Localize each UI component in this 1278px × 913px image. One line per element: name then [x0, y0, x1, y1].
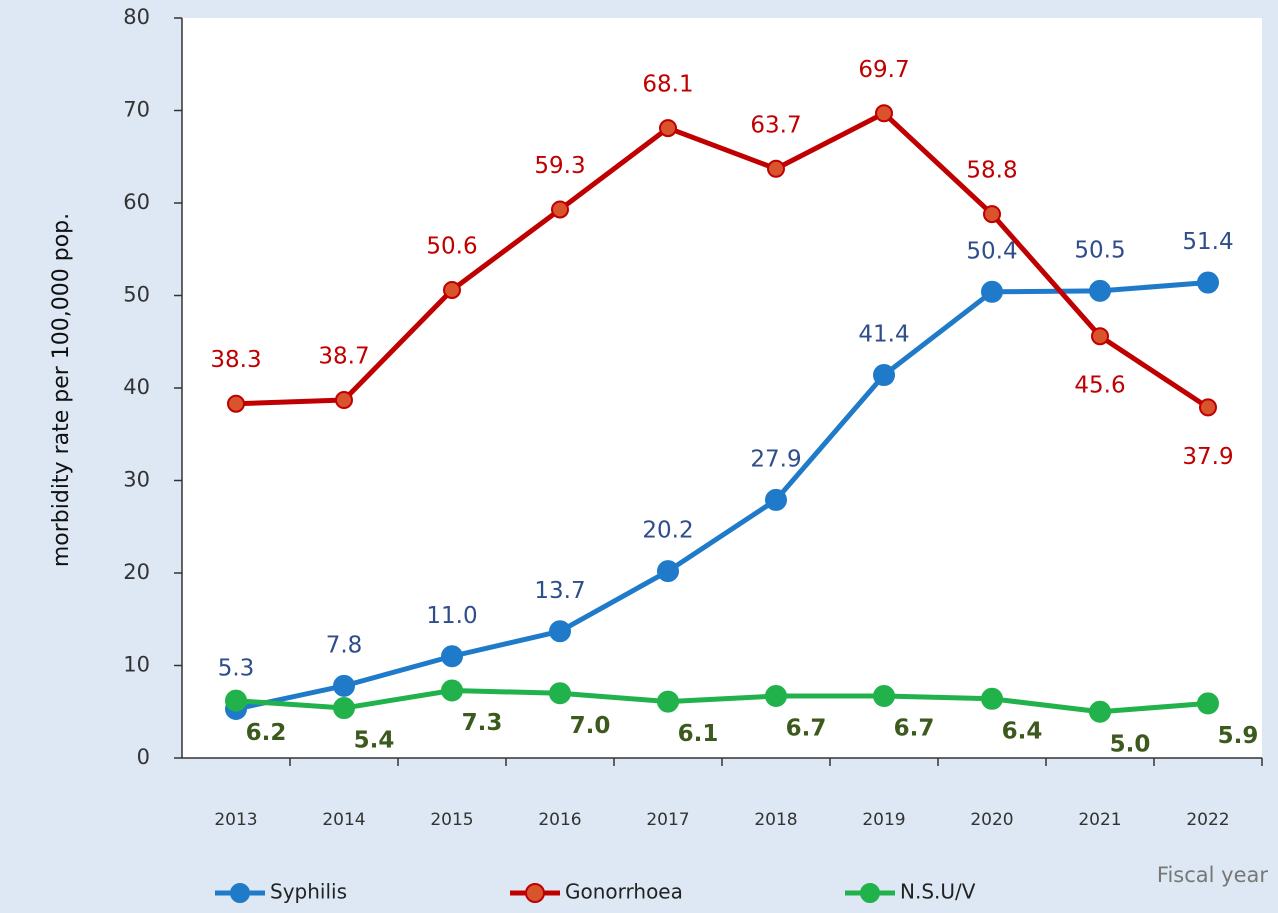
x-tick-label: 2018 — [754, 810, 797, 830]
data-label: 68.1 — [642, 72, 693, 98]
x-axis-label: Fiscal year — [1157, 863, 1268, 887]
data-label: 38.7 — [318, 344, 369, 370]
legend-marker — [230, 883, 250, 903]
marker — [549, 682, 571, 705]
y-tick-label: 50 — [123, 283, 150, 307]
y-tick-label: 30 — [123, 468, 150, 492]
data-label: 41.4 — [858, 322, 909, 348]
data-label: 51.4 — [1182, 229, 1233, 255]
marker — [551, 200, 569, 219]
marker — [981, 280, 1003, 303]
data-label: 5.3 — [218, 655, 255, 681]
legend-marker — [860, 883, 880, 903]
data-label: 50.6 — [426, 233, 477, 259]
marker — [1089, 279, 1111, 302]
marker — [549, 620, 571, 643]
legend-label: Gonorrhoea — [565, 880, 683, 904]
series-line — [235, 110, 1210, 410]
marker — [1091, 327, 1109, 346]
data-label: 7.3 — [462, 710, 503, 736]
y-tick-label: 0 — [137, 745, 150, 769]
marker — [765, 685, 787, 708]
data-label: 45.6 — [1074, 373, 1125, 399]
x-tick-label: 2013 — [214, 810, 257, 830]
data-label: 20.2 — [642, 518, 693, 544]
marker — [1197, 271, 1219, 294]
x-tick-label: 2019 — [862, 810, 905, 830]
data-label: 5.0 — [1110, 731, 1151, 757]
marker — [765, 488, 787, 511]
marker — [981, 687, 1003, 710]
marker — [333, 674, 355, 697]
marker — [657, 560, 679, 583]
data-label: 69.7 — [858, 57, 909, 83]
data-label: 6.7 — [894, 716, 935, 742]
y-tick-label: 60 — [123, 190, 150, 214]
marker — [441, 679, 463, 702]
data-label: 27.9 — [750, 446, 801, 472]
marker — [1197, 692, 1219, 715]
data-label: 58.8 — [966, 158, 1017, 184]
marker — [983, 205, 1001, 224]
marker — [335, 391, 353, 410]
data-label: 6.1 — [678, 721, 719, 747]
data-label: 6.4 — [1002, 718, 1043, 744]
x-tick-label: 2020 — [970, 810, 1013, 830]
data-label: 59.3 — [534, 153, 585, 179]
y-tick-label: 40 — [123, 375, 150, 399]
data-label: 6.2 — [246, 720, 287, 746]
marker — [227, 394, 245, 413]
legend-label: Syphilis — [270, 880, 347, 904]
data-label: 13.7 — [534, 578, 585, 604]
data-label: 50.5 — [1074, 237, 1125, 263]
data-label: 11.0 — [426, 603, 477, 629]
data-label: 50.4 — [966, 238, 1017, 264]
data-label: 37.9 — [1182, 444, 1233, 470]
marker — [443, 280, 461, 299]
legend-label: N.S.U/V — [900, 880, 976, 904]
marker — [657, 690, 679, 713]
data-label: 38.3 — [210, 347, 261, 373]
marker — [1199, 398, 1217, 417]
marker — [873, 364, 895, 387]
marker — [767, 159, 785, 178]
marker — [873, 685, 895, 708]
marker — [441, 645, 463, 668]
x-tick-label: 2015 — [430, 810, 473, 830]
y-tick-label: 70 — [123, 98, 150, 122]
x-tick-label: 2022 — [1186, 810, 1229, 830]
marker — [1089, 700, 1111, 723]
y-tick-label: 20 — [123, 560, 150, 584]
x-tick-label: 2016 — [538, 810, 581, 830]
data-label: 5.4 — [354, 728, 395, 754]
data-label: 63.7 — [750, 112, 801, 138]
x-tick-label: 2021 — [1078, 810, 1121, 830]
x-tick-label: 2014 — [322, 810, 365, 830]
marker — [875, 104, 893, 123]
series-line — [235, 687, 1209, 715]
y-tick-label: 80 — [123, 5, 150, 29]
legend-marker — [525, 883, 545, 903]
data-label: 5.9 — [1218, 723, 1259, 749]
x-tick-label: 2017 — [646, 810, 689, 830]
marker — [225, 689, 247, 712]
marker — [333, 697, 355, 720]
y-axis-label: morbidity rate per 100,000 pop. — [49, 213, 74, 567]
data-label: 6.7 — [786, 716, 827, 742]
plot-area — [182, 18, 1262, 758]
series-line — [235, 280, 1209, 712]
marker — [659, 119, 677, 138]
y-tick-label: 10 — [123, 653, 150, 677]
data-label: 7.0 — [570, 713, 611, 739]
data-label: 7.8 — [326, 632, 363, 658]
